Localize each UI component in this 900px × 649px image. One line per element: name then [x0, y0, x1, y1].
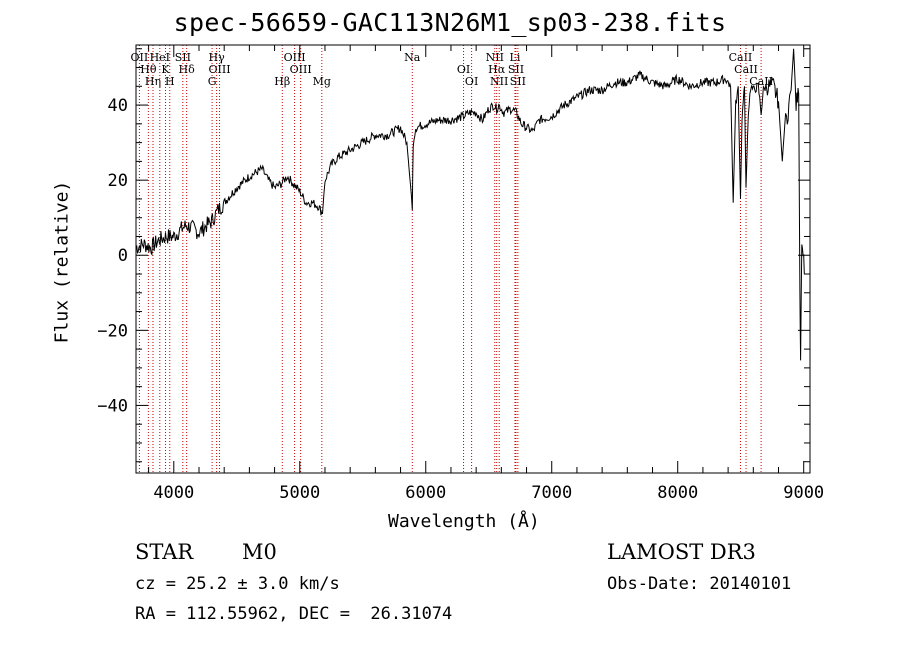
line-marker-label: Li — [510, 51, 521, 64]
line-marker-label: OI — [457, 63, 470, 76]
line-marker-label: Hβ — [274, 75, 290, 88]
line-marker-label: K — [161, 63, 170, 76]
y-tick-label: 0 — [118, 246, 128, 266]
line-marker-label: Mg — [313, 75, 331, 88]
x-tick-label: 4000 — [153, 483, 194, 503]
line-marker-label: NII — [490, 75, 508, 88]
y-tick-label: −20 — [97, 321, 128, 341]
plot-frame — [135, 44, 811, 474]
x-tick-label: 5000 — [279, 483, 320, 503]
survey-name: LAMOST DR3 — [607, 540, 756, 564]
y-tick-label: 20 — [108, 171, 128, 191]
line-marker-label: OIII — [208, 63, 230, 76]
obs-date: Obs-Date: 20140101 — [607, 574, 792, 594]
object-class: STAR — [135, 540, 194, 564]
line-marker-label: SII — [510, 75, 526, 88]
coordinates-text: RA = 112.55962, DEC = 26.31074 — [135, 604, 453, 624]
chart-title: spec-56659-GAC113N26M1_sp03-238.fits — [173, 8, 727, 37]
y-tick-label: −40 — [97, 396, 128, 416]
x-tick-label: 7000 — [531, 483, 572, 503]
x-tick-label: 8000 — [657, 483, 698, 503]
line-marker-label: H — [165, 75, 175, 88]
spectrum-series — [135, 48, 806, 361]
x-tick-label: 9000 — [783, 483, 824, 503]
line-marker-label: G — [208, 75, 217, 88]
line-marker-label: SII — [508, 63, 524, 76]
object-subclass: M0 — [242, 540, 277, 564]
redshift-text: cz = 25.2 ± 3.0 km/s — [135, 574, 340, 594]
line-marker-label: CaII — [734, 63, 758, 76]
line-marker-label: Hα — [488, 63, 506, 76]
line-marker-label: OII — [131, 51, 149, 64]
y-tick-label: 40 — [108, 96, 128, 116]
line-marker-label: Hδ — [179, 63, 196, 76]
line-marker-label: HeI — [150, 51, 170, 64]
x-tick-label: 6000 — [405, 483, 446, 503]
line-marker-label: Na — [404, 51, 421, 64]
line-marker-label: OI — [465, 75, 478, 88]
y-axis-label: Flux (relative) — [51, 180, 73, 344]
line-marker-label: Hη — [145, 75, 161, 88]
line-marker-label: CaII — [749, 75, 773, 88]
x-axis-label: Wavelength (Å) — [388, 511, 540, 532]
line-marker-label: Hγ — [209, 51, 226, 64]
line-marker-label: OIII — [290, 63, 312, 76]
